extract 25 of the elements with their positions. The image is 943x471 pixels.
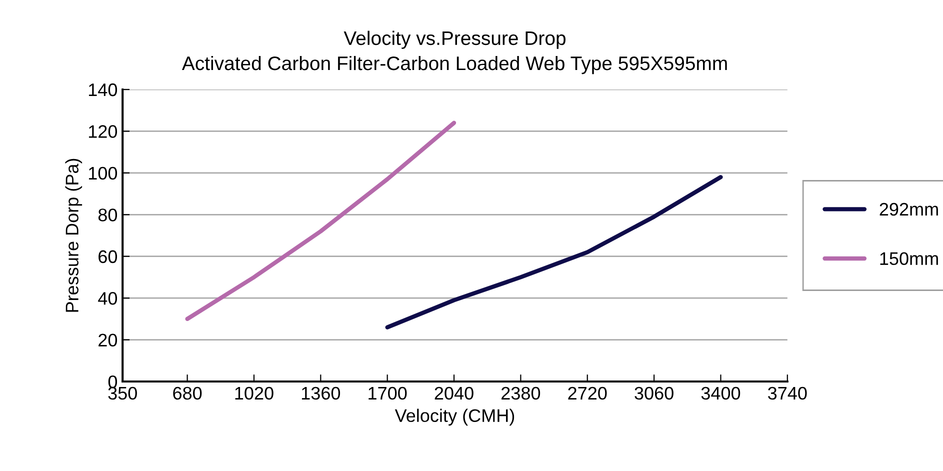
x-tick-label: 350 (108, 386, 137, 400)
y-tick-label: 100 (88, 166, 118, 180)
legend-label: 292mm (880, 202, 938, 216)
y-axis-title: Pressure Dorp (Pa) (65, 158, 82, 312)
y-tick-label: 140 (88, 83, 118, 96)
x-axis-title: Velocity (CMH) (394, 408, 514, 426)
line-series (185, 120, 456, 322)
x-tick-label: 2720 (568, 386, 607, 400)
chart-title: Velocity vs.Pressure Drop Activated Carbon Filter-Carbon Loaded Web Type 595X595mm (182, 30, 727, 74)
x-tick-label: 1020 (235, 386, 274, 400)
x-tick-label: 2380 (502, 386, 540, 400)
y-tick-label: 60 (98, 250, 118, 264)
x-tick-label: 1700 (368, 386, 407, 400)
x-tick-label: 3400 (701, 386, 740, 400)
x-tick-label: 2040 (434, 386, 474, 400)
x-tick-label: 1360 (302, 386, 340, 400)
x-tick-label: 680 (173, 386, 202, 400)
x-tick-label: 3740 (768, 386, 807, 400)
line-series (385, 175, 723, 330)
y-tick-label: 120 (88, 125, 118, 138)
x-tick-label: 3060 (634, 386, 674, 400)
y-tick-label: 20 (98, 334, 118, 347)
legend-label: 150mm (880, 252, 938, 266)
y-tick-label: 80 (98, 208, 118, 222)
y-tick-label: 40 (98, 292, 118, 305)
